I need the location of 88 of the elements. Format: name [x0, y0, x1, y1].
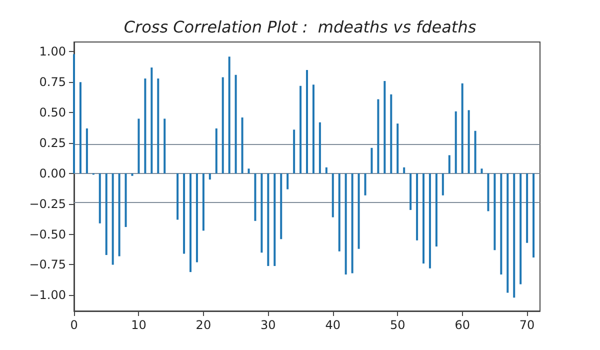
bar: [228, 56, 230, 174]
bar: [208, 173, 211, 180]
x-tick-label: 30: [260, 318, 276, 332]
bar: [487, 173, 490, 212]
bar: [73, 54, 75, 174]
y-tick-label: 0.75: [39, 75, 66, 90]
bar: [98, 173, 101, 224]
bar: [500, 173, 502, 274]
bar: [318, 122, 321, 174]
bar: [338, 173, 340, 252]
bar: [422, 173, 424, 264]
y-tick-label: −0.50: [29, 227, 66, 242]
bar: [448, 155, 450, 174]
bar: [300, 86, 302, 174]
bar: [416, 173, 418, 240]
y-tick-label: 0.50: [39, 106, 66, 120]
bar: [176, 173, 179, 220]
bar: [157, 78, 160, 174]
chart-title: Cross Correlation Plot : mdeaths vs fdeaths: [124, 18, 476, 36]
bar: [377, 99, 380, 174]
bar: [506, 173, 509, 293]
bar: [79, 82, 82, 174]
x-tick-label: 60: [454, 318, 470, 332]
bar: [520, 173, 522, 284]
bar: [312, 84, 314, 174]
bar: [370, 148, 373, 174]
bar: [274, 173, 276, 266]
bar: [532, 173, 535, 258]
bar: [131, 173, 134, 176]
bar: [267, 173, 270, 266]
bar: [196, 173, 198, 262]
y-tick-label: 0.25: [39, 136, 66, 150]
bar: [260, 173, 263, 253]
bar: [461, 83, 464, 174]
bar: [494, 173, 496, 250]
bar: [526, 173, 528, 243]
bar: [384, 80, 386, 174]
bar: [435, 173, 438, 246]
bar: [105, 173, 108, 256]
x-tick-label: 10: [131, 318, 146, 332]
bar: [358, 173, 360, 249]
bar: [344, 173, 347, 274]
bar: [86, 128, 88, 174]
bar: [164, 118, 166, 174]
bar: [428, 173, 431, 268]
bar: [234, 74, 237, 174]
y-tick-label: 1.00: [39, 44, 66, 59]
bar: [248, 168, 250, 174]
bar: [390, 94, 392, 174]
x-tick-label: 0: [70, 318, 78, 332]
bar: [306, 70, 308, 174]
bar: [474, 130, 476, 174]
bar: [286, 173, 289, 190]
bar: [280, 173, 282, 240]
bar: [480, 168, 483, 174]
bar: [293, 130, 296, 174]
bar: [254, 173, 256, 221]
bar: [144, 78, 146, 174]
bar: [332, 173, 334, 218]
y-tick-label: −1.00: [29, 288, 66, 302]
y-tick-label: 0.00: [39, 166, 66, 180]
bar: [124, 173, 127, 228]
bar: [403, 167, 406, 174]
bar: [468, 110, 470, 174]
x-tick-label: 40: [325, 318, 341, 332]
bar: [150, 68, 153, 174]
bar: [396, 124, 399, 174]
x-tick-label: 50: [390, 318, 406, 332]
bar: [410, 173, 412, 210]
bar: [364, 173, 366, 196]
y-tick-label: −0.75: [29, 258, 66, 272]
x-tick-label: 20: [196, 318, 212, 332]
bar: [442, 173, 444, 196]
bar: [241, 117, 244, 174]
bar: [351, 173, 354, 274]
bar: [190, 173, 192, 272]
x-tick-label: 70: [519, 318, 535, 332]
y-tick-label: −0.25: [29, 196, 66, 211]
bar: [215, 128, 218, 174]
bar: [118, 173, 120, 256]
bar: [112, 173, 114, 265]
bar: [513, 173, 516, 298]
bar: [454, 111, 457, 174]
bar: [183, 173, 186, 254]
bar: [325, 167, 328, 174]
bar: [202, 173, 204, 231]
bar: [222, 77, 224, 174]
bar: [138, 118, 140, 174]
